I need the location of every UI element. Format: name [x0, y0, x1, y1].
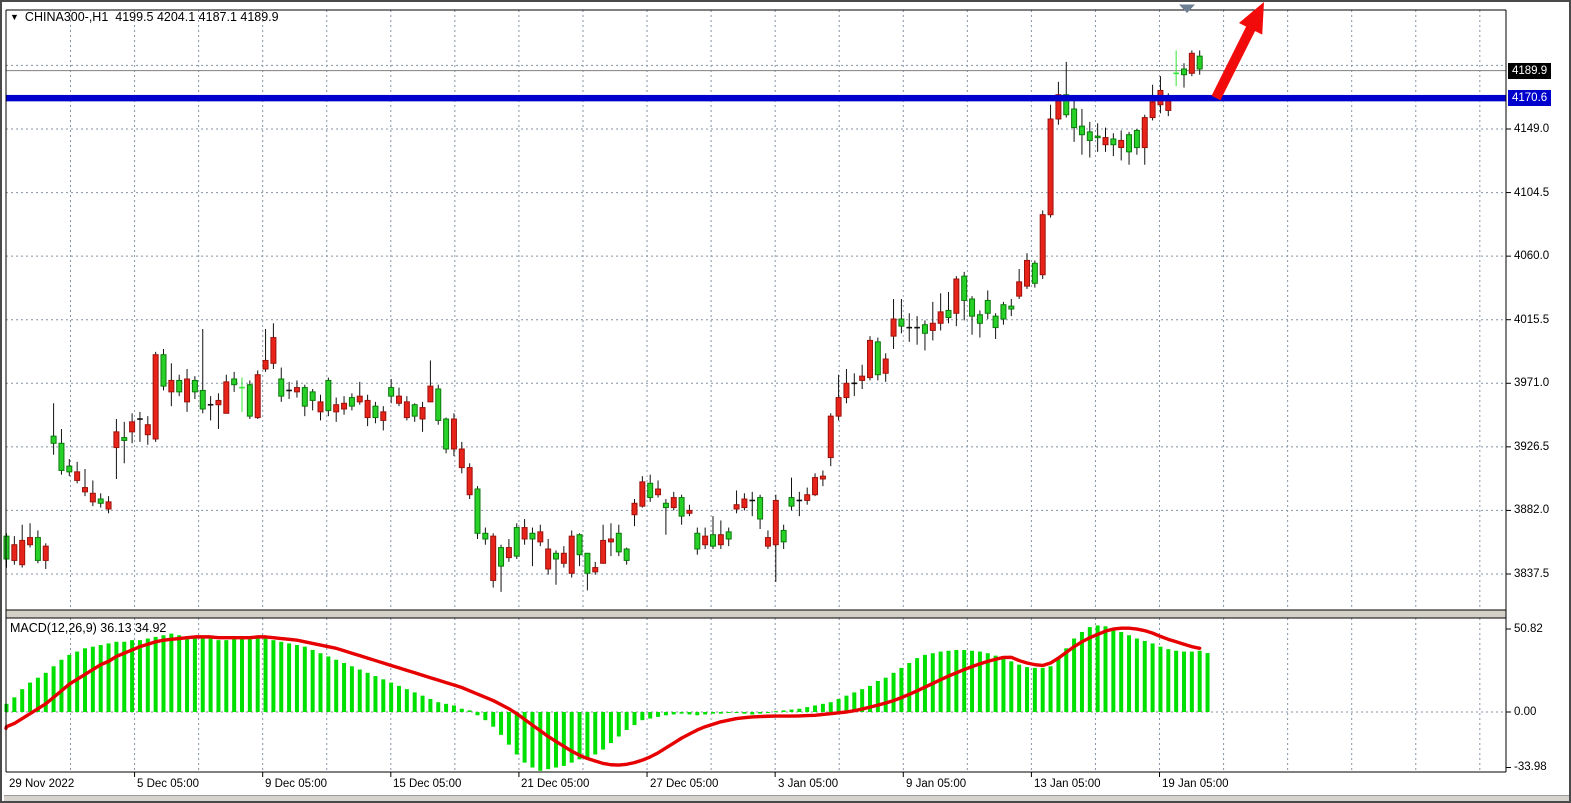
price-label: 3882.0	[1514, 504, 1550, 517]
time-label: 13 Jan 05:00	[1034, 778, 1101, 790]
time-label: 15 Dec 05:00	[393, 778, 462, 790]
trend-arrow-head[interactable]	[1238, 2, 1264, 35]
price-label: 4149.0	[1514, 123, 1550, 135]
time-label: 5 Dec 05:00	[137, 778, 200, 790]
time-label: 9 Jan 05:00	[906, 778, 967, 790]
price-label: 3837.5	[1514, 568, 1550, 580]
time-label: 21 Dec 05:00	[521, 778, 590, 790]
time-label: 19 Jan 05:00	[1162, 778, 1229, 790]
ohlc-values-label: 4199.5 4204.1 4187.1 4189.9	[115, 10, 279, 24]
chart-title: ▼ CHINA300-,H1 4199.5 4204.1 4187.1 4189.…	[10, 10, 279, 24]
time-label: 29 Nov 2022	[9, 778, 75, 790]
macd-axis-label: 0.00	[1514, 706, 1537, 718]
current-price-label: 4189.9	[1508, 62, 1552, 79]
level-price-label: 4170.6	[1508, 90, 1552, 107]
symbol-timeframe-label: CHINA300-,H1	[24, 10, 109, 24]
symbol-dropdown-icon[interactable]: ▼	[10, 12, 19, 22]
macd-axis-label: 50.82	[1514, 623, 1543, 635]
price-label: 3971.0	[1514, 377, 1550, 390]
macd-indicator-label: MACD(12,26,9) 36.13 34.92	[10, 621, 167, 635]
trend-arrow-shaft[interactable]	[1211, 21, 1258, 101]
time-label: 27 Dec 05:00	[650, 778, 719, 790]
time-label: 3 Jan 05:00	[778, 778, 839, 790]
price-label: 4060.0	[1514, 250, 1550, 263]
price-label: 4015.5	[1514, 313, 1550, 326]
marker-triangle-icon[interactable]	[1179, 4, 1195, 14]
macd-axis-label: -33.98	[1514, 761, 1547, 774]
macd-signal-line	[4, 626, 1202, 767]
price-label: 4104.5	[1514, 186, 1550, 199]
time-label: 9 Dec 05:00	[265, 778, 328, 790]
price-label: 3926.5	[1514, 440, 1550, 453]
support-level-line[interactable]	[6, 94, 1506, 102]
